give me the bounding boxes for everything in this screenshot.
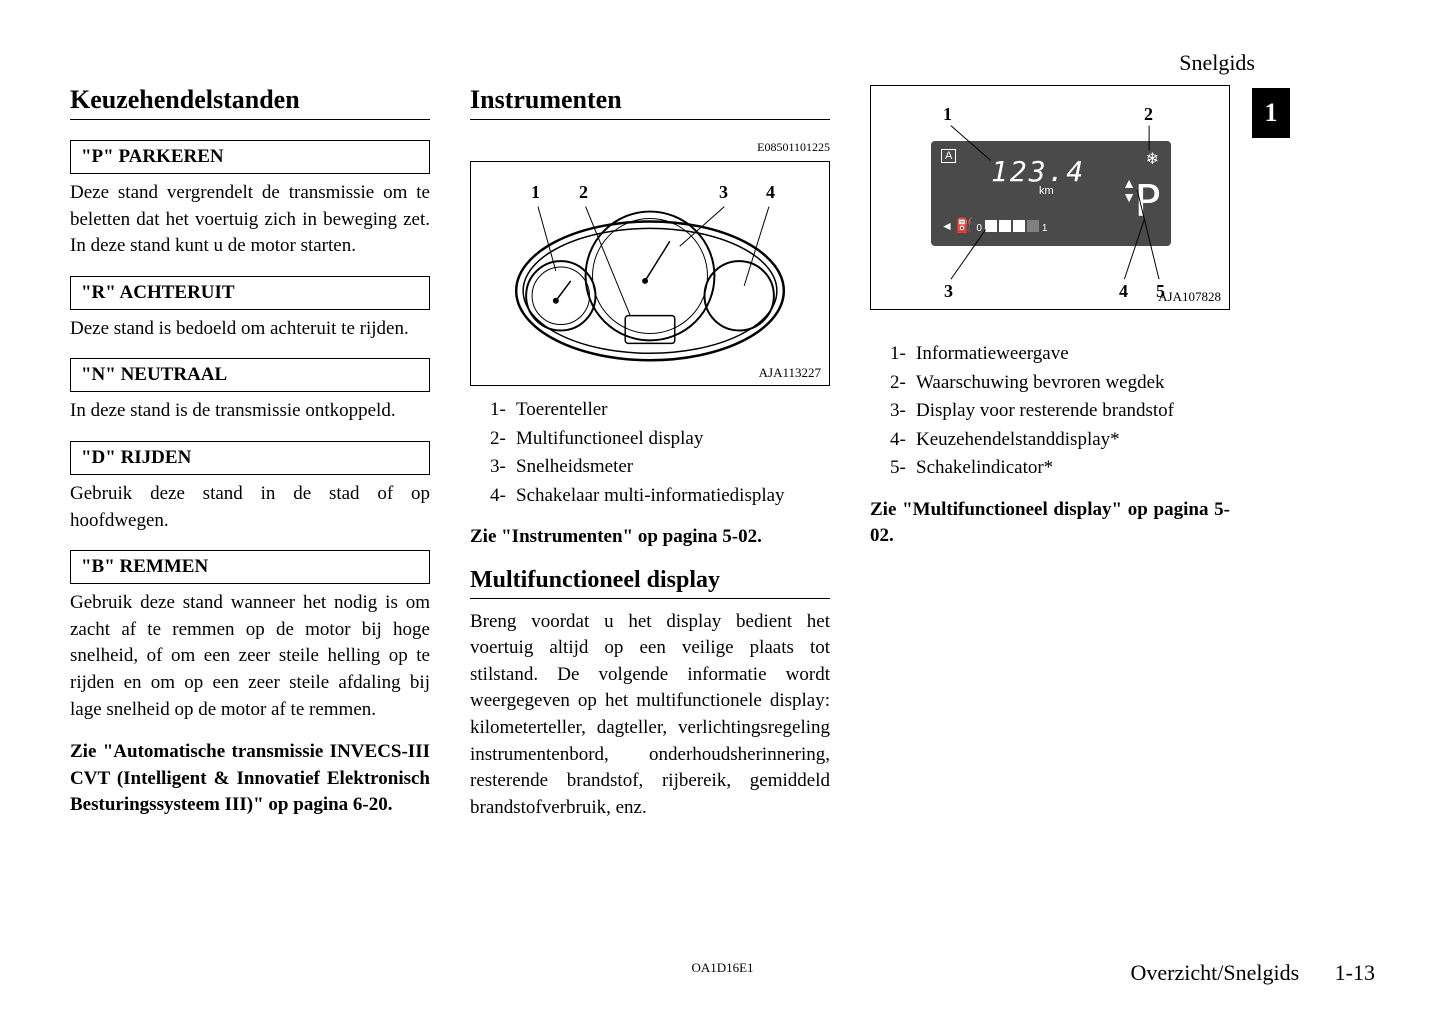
section-title-keuzehendelstanden: Keuzehendelstanden	[70, 85, 430, 120]
text-multifunctioneel: Breng voordat u het display bedient het …	[470, 609, 830, 822]
legend-item: 5-Schakelindicator*	[890, 454, 1230, 483]
legend-text: Schakelindicator*	[916, 454, 1053, 483]
display-a-indicator: A	[941, 149, 956, 163]
column-2: Instrumenten E08501101225 1 2 3 4 AJA113…	[470, 85, 830, 837]
display-odometer: 123.4	[991, 155, 1085, 188]
text-d-rijden: Gebruik deze stand in de stad of op hoof…	[70, 481, 430, 534]
ref-transmissie: Zie "Automatische transmissie INVECS-III…	[70, 739, 430, 819]
heading-p-parkeren: "P" PARKEREN	[70, 140, 430, 174]
snowflake-icon: ❄	[1146, 149, 1159, 169]
display-km-unit: km	[1039, 185, 1054, 197]
callout-4: 4	[1119, 281, 1128, 302]
figure-cluster: 1 2 3 4 AJA113227	[470, 161, 830, 386]
section-title-instrumenten: Instrumenten	[470, 85, 830, 120]
callout-3: 3	[719, 182, 728, 203]
callout-2: 2	[1144, 104, 1153, 125]
text-p-parkeren: Deze stand vergrendelt de transmissie om…	[70, 180, 430, 260]
ref-code: E08501101225	[470, 140, 830, 155]
ref-multifunctioneel-display: Zie "Multifunctioneel display" op pagina…	[870, 497, 1230, 550]
fuel-one-label: 1	[1042, 223, 1048, 234]
legend-text: Waarschuwing bevroren wegdek	[916, 369, 1165, 398]
legend-text: Toerenteller	[516, 396, 608, 425]
legend-text: Multifunctioneel display	[516, 425, 703, 454]
callout-4: 4	[766, 182, 775, 203]
legend-text: Keuzehendelstanddisplay*	[916, 426, 1120, 455]
legend-item: 1-Toerenteller	[490, 396, 830, 425]
legend-item: 4-Schakelaar multi-informatiedisplay	[490, 482, 830, 511]
figure-display: A 123.4 km ◄ ⛽ 0 1 ❄ ▲▼ P	[870, 85, 1230, 310]
figure-caption-display: AJA107828	[1158, 289, 1221, 305]
display-panel: A 123.4 km ◄ ⛽ 0 1 ❄ ▲▼ P	[931, 141, 1171, 246]
footer-section-title: Overzicht/Snelgids 1-13	[1131, 960, 1375, 986]
footer-doc-code: OA1D16E1	[691, 960, 753, 976]
legend-text: Display voor resterende brandstof	[916, 397, 1174, 426]
subsection-title-multifunctioneel: Multifunctioneel display	[470, 567, 830, 599]
legend-item: 2-Multifunctioneel display	[490, 425, 830, 454]
heading-d-rijden: "D" RIJDEN	[70, 441, 430, 475]
text-r-achteruit: Deze stand is bedoeld om achteruit te ri…	[70, 316, 430, 343]
column-1: Keuzehendelstanden "P" PARKEREN Deze sta…	[70, 85, 430, 837]
legend-item: 3-Display voor resterende brandstof	[890, 397, 1230, 426]
callout-1: 1	[531, 182, 540, 203]
chapter-tab: 1	[1252, 88, 1290, 138]
cluster-diagram	[471, 162, 829, 385]
display-fuel-gauge: ◄ ⛽ 0 1	[941, 217, 1047, 234]
heading-n-neutraal: "N" NEUTRAAL	[70, 358, 430, 392]
text-b-remmen: Gebruik deze stand wanneer het nodig is …	[70, 590, 430, 723]
figure-caption-cluster: AJA113227	[759, 365, 821, 381]
legend-item: 2-Waarschuwing bevroren wegdek	[890, 369, 1230, 398]
legend-item: 3-Snelheidsmeter	[490, 453, 830, 482]
fuel-pump-icon: ⛽	[956, 217, 973, 234]
ref-instrumenten: Zie "Instrumenten" op pagina 5-02.	[470, 524, 830, 551]
legend-cluster: 1-Toerenteller 2-Multifunctioneel displa…	[470, 396, 830, 510]
callout-3: 3	[944, 281, 953, 302]
callout-2: 2	[579, 182, 588, 203]
fuel-zero-label: 0	[976, 223, 982, 234]
legend-text: Schakelaar multi-informatiedisplay	[516, 482, 785, 511]
column-3: A 123.4 km ◄ ⛽ 0 1 ❄ ▲▼ P	[870, 85, 1230, 837]
heading-r-achteruit: "R" ACHTERUIT	[70, 276, 430, 310]
header-title: Snelgids	[1179, 50, 1255, 76]
page-number: 1-13	[1335, 960, 1375, 985]
page-content: Keuzehendelstanden "P" PARKEREN Deze sta…	[70, 85, 1375, 837]
callout-1: 1	[943, 104, 952, 125]
fuel-arrow-icon: ◄	[941, 219, 953, 233]
legend-text: Snelheidsmeter	[516, 453, 633, 482]
legend-display: 1-Informatieweergave 2-Waarschuwing bevr…	[870, 340, 1230, 483]
display-gear: P	[1135, 176, 1162, 227]
heading-b-remmen: "B" REMMEN	[70, 550, 430, 584]
legend-text: Informatieweergave	[916, 340, 1069, 369]
page-footer: OA1D16E1 Overzicht/Snelgids 1-13	[70, 960, 1375, 986]
text-n-neutraal: In deze stand is de transmissie ontkoppe…	[70, 398, 430, 425]
footer-text: Overzicht/Snelgids	[1131, 960, 1300, 985]
legend-item: 1-Informatieweergave	[890, 340, 1230, 369]
legend-item: 4-Keuzehendelstanddisplay*	[890, 426, 1230, 455]
